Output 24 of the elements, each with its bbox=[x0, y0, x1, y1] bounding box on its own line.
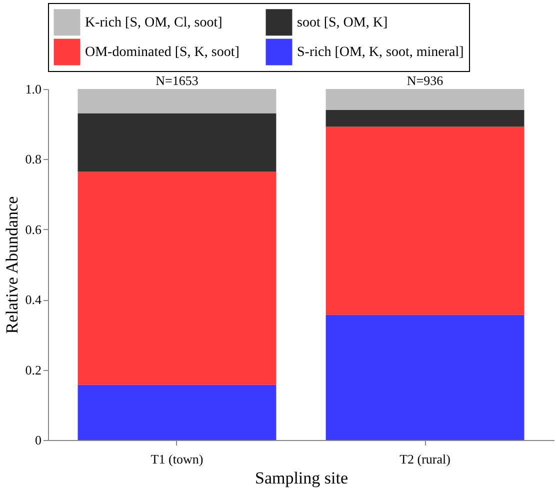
bar bbox=[326, 110, 524, 127]
y-tick-label: 0.8 bbox=[25, 152, 42, 167]
y-tick-label: 1.0 bbox=[25, 82, 42, 96]
bar bbox=[326, 89, 524, 110]
annotation: N=1653 bbox=[156, 73, 198, 88]
bar bbox=[78, 384, 276, 440]
bar bbox=[78, 113, 276, 172]
bar bbox=[78, 89, 276, 114]
bar bbox=[326, 314, 524, 440]
y-tick-label: 0.4 bbox=[25, 292, 42, 308]
legend-label: soot [S, OM, K] bbox=[297, 15, 388, 30]
bar bbox=[78, 171, 276, 385]
y-tick-label: 0.2 bbox=[25, 362, 42, 378]
legend-label: K-rich [S, OM, Cl, soot] bbox=[85, 15, 222, 30]
x-tick-label: T2 (rural) bbox=[400, 452, 450, 466]
x-tick-label: T1 (town) bbox=[150, 452, 204, 466]
x-axis-title: Sampling site bbox=[254, 468, 348, 488]
bar bbox=[326, 126, 524, 315]
y-axis-title: Relative Abundance bbox=[2, 196, 22, 334]
y-tick-label: 0.6 bbox=[25, 222, 42, 237]
y-tick-label: 0 bbox=[35, 432, 42, 448]
annotation: N=936 bbox=[406, 73, 444, 88]
legend-label: OM-dominated [S, K, soot] bbox=[85, 45, 240, 60]
legend-label: S-rich [OM, K, soot, mineral] bbox=[297, 45, 464, 60]
